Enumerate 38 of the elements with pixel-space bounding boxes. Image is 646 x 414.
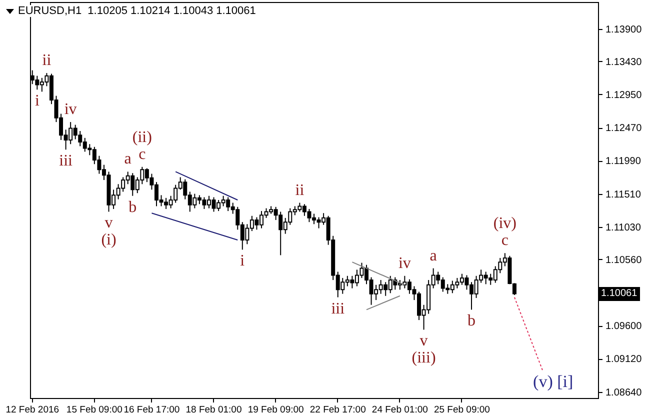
- text: b: [468, 312, 476, 330]
- chart-title: EURUSD,H1 1.10205 1.10214 1.10043 1.10061: [18, 5, 256, 17]
- y-tick-label: 1.08640: [606, 387, 642, 398]
- text: a: [430, 247, 437, 264]
- y-tick-label: 1.13430: [606, 56, 642, 68]
- x-tick-label: 24 Feb 01:00: [372, 404, 428, 414]
- annotation: 1.10061: [598, 286, 640, 301]
- text: v (i): [101, 214, 116, 249]
- y-tick-label: 1.11510: [606, 189, 642, 200]
- text: iii: [331, 300, 345, 318]
- y-tick-label: 1.11990: [606, 156, 642, 168]
- text: a: [124, 150, 132, 168]
- text: v (iii): [412, 332, 436, 367]
- text: i: [34, 92, 40, 110]
- text: i: [240, 252, 245, 270]
- text: ii: [42, 52, 52, 70]
- y-tick-label: 1.12950: [606, 90, 642, 101]
- y-tick-label: 1.09120: [606, 354, 642, 366]
- x-tick-label: 16 Feb 17:00: [124, 404, 180, 414]
- y-tick-label: 1.09600: [606, 321, 642, 332]
- y-tick-label: 1.12470: [606, 123, 642, 134]
- y-tick-label: 1.11030: [606, 222, 642, 234]
- text: iv: [64, 101, 77, 118]
- text: ii: [295, 182, 304, 199]
- x-tick-label: 19 Feb 09:00: [248, 404, 304, 414]
- x-tick-label: 15 Feb 09:00: [66, 404, 122, 414]
- y-tick-label: 1.10560: [606, 254, 642, 266]
- x-tick-label: 18 Feb 01:00: [186, 404, 242, 414]
- text: b: [128, 198, 137, 216]
- text: iv: [398, 254, 411, 272]
- text: (ii) c: [132, 128, 152, 163]
- x-tick-label: 25 Feb 09:00: [434, 404, 490, 414]
- text: iii: [59, 152, 72, 170]
- y-tick-label: 1.13900: [606, 24, 642, 36]
- text: (iv) c: [493, 215, 516, 250]
- x-tick-label: 12 Feb 2016: [6, 404, 60, 414]
- x-tick-label: 22 Feb 17:00: [310, 404, 366, 414]
- series-label: (v) [i]: [533, 372, 574, 391]
